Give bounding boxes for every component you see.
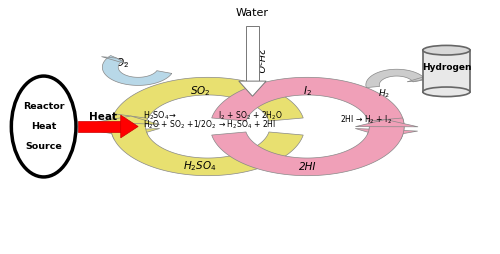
Text: Heat: Heat <box>31 121 56 130</box>
Polygon shape <box>366 70 426 88</box>
Ellipse shape <box>423 88 470 97</box>
Text: Reactor: Reactor <box>23 101 64 110</box>
Text: Heat: Heat <box>90 112 118 121</box>
Text: 2HI → H$_2$ + I$_2$: 2HI → H$_2$ + I$_2$ <box>340 113 392 126</box>
Text: H$_2$SO$_4$→: H$_2$SO$_4$→ <box>143 109 176 121</box>
Polygon shape <box>97 129 160 137</box>
Text: 2H$_2$O: 2H$_2$O <box>252 47 265 74</box>
Text: H$_2$O + SO$_2$ +1/2O$_2$: H$_2$O + SO$_2$ +1/2O$_2$ <box>143 118 216 130</box>
Text: SO$_2$: SO$_2$ <box>190 84 210 98</box>
Polygon shape <box>407 76 428 83</box>
Text: H$_2$: H$_2$ <box>378 87 390 99</box>
Polygon shape <box>102 57 126 65</box>
Polygon shape <box>111 78 303 140</box>
Text: H$_2$SO$_4$: H$_2$SO$_4$ <box>184 159 217 173</box>
Text: Source: Source <box>26 141 62 150</box>
Polygon shape <box>212 78 404 140</box>
Polygon shape <box>246 26 260 82</box>
Text: → H$_2$SO$_4$ + 2HI: → H$_2$SO$_4$ + 2HI <box>218 118 276 130</box>
Polygon shape <box>111 114 303 176</box>
Text: Hydrogen: Hydrogen <box>422 63 471 72</box>
Polygon shape <box>78 121 120 133</box>
Text: I$_2$ + SO$_2$ + 2H$_2$O: I$_2$ + SO$_2$ + 2H$_2$O <box>218 109 282 121</box>
Polygon shape <box>102 56 172 86</box>
Polygon shape <box>212 119 404 176</box>
Polygon shape <box>120 116 138 138</box>
Text: 2HI: 2HI <box>298 161 316 171</box>
Ellipse shape <box>12 77 76 177</box>
Polygon shape <box>239 82 266 97</box>
Polygon shape <box>356 120 418 127</box>
Polygon shape <box>423 51 470 92</box>
Polygon shape <box>355 129 418 137</box>
Ellipse shape <box>423 46 470 56</box>
Text: O$_2$: O$_2$ <box>115 56 130 70</box>
Polygon shape <box>97 117 160 125</box>
Text: I$_2$: I$_2$ <box>302 84 312 98</box>
Text: Water: Water <box>236 8 269 18</box>
